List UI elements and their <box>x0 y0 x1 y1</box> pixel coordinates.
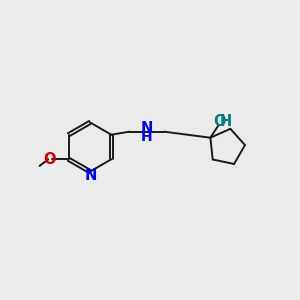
Text: N: N <box>141 121 153 136</box>
Text: O: O <box>213 114 225 129</box>
Text: N: N <box>85 168 98 183</box>
Text: O: O <box>44 152 56 167</box>
Text: H: H <box>141 130 153 143</box>
Text: H: H <box>220 114 232 129</box>
